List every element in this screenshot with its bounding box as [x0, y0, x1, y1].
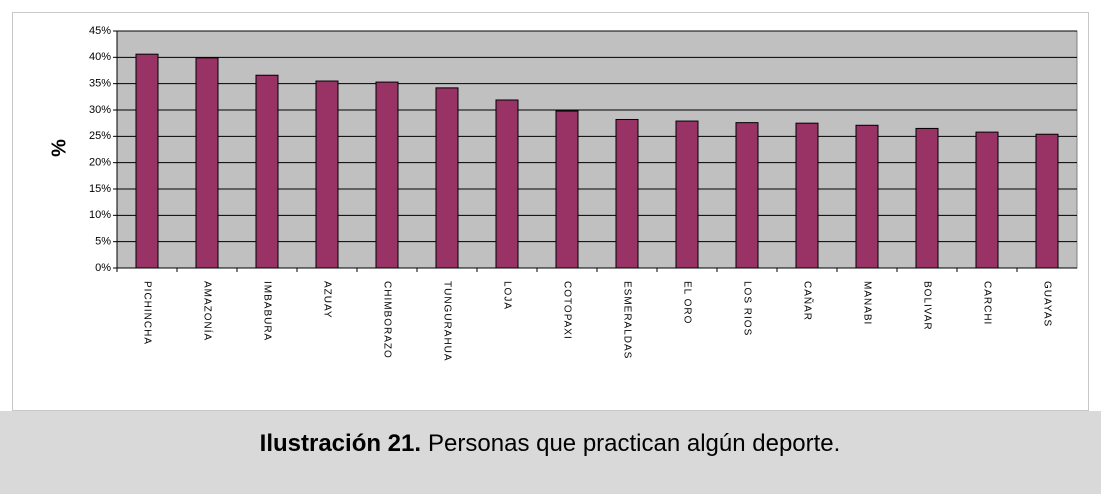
bar — [135, 53, 159, 269]
x-tick-label: COTOPAXI — [561, 281, 572, 340]
x-tick-label: ESMERALDAS — [621, 281, 632, 359]
bars — [135, 53, 1059, 269]
bar — [855, 124, 879, 269]
x-tick-label: EL ORO — [681, 281, 692, 324]
x-tick-label: GUAYAS — [1041, 281, 1052, 327]
bar — [555, 110, 579, 269]
labels: 0% 5% 10% 15% 20% 25% 30% 35% 40% 45% PICHINCHA AMA… — [89, 25, 1052, 362]
x-tick-label: PICHINCHA — [141, 281, 152, 345]
y-tick-label: 0% — [95, 262, 111, 274]
y-tick-label: 35% — [89, 78, 111, 90]
y-tick-label: 10% — [89, 209, 111, 221]
bar — [795, 122, 819, 269]
bar — [435, 87, 459, 269]
y-tick-label: 40% — [89, 51, 111, 63]
caption-label: Ilustración 21. — [260, 430, 421, 457]
x-tick-label: IMBABURA — [261, 281, 272, 341]
caption-box — [0, 411, 1101, 494]
bar — [315, 80, 339, 269]
x-tick-label: MANABI — [861, 281, 872, 325]
x-tick-label: CARCHI — [981, 281, 992, 325]
bar — [495, 99, 519, 269]
x-tick-label: AZUAY — [321, 281, 332, 319]
bar — [975, 131, 999, 269]
bar — [1035, 133, 1059, 269]
y-axis-title: % — [48, 139, 70, 157]
bar — [735, 122, 759, 269]
y-tick-label: 5% — [95, 236, 111, 248]
x-tick-label: CAÑAR — [801, 281, 814, 321]
x-tick-label: BOLIVAR — [921, 281, 932, 331]
y-tick-label: 15% — [89, 183, 111, 195]
x-tick-label: CHIMBORAZO — [381, 281, 392, 359]
caption-text: Personas que practican algún deporte. — [428, 430, 840, 457]
x-tick-label: AMAZONÍA — [201, 281, 214, 341]
y-tick-label: 30% — [89, 104, 111, 116]
bar — [915, 127, 939, 269]
bar — [195, 57, 219, 269]
y-tick-label: 45% — [89, 25, 111, 37]
y-tick-label: 25% — [89, 130, 111, 142]
x-tick-label: TUNGURAHUA — [441, 281, 452, 362]
x-tick-label: LOJA — [501, 281, 512, 310]
bar — [375, 81, 399, 269]
bar — [255, 74, 279, 269]
y-tick-label: 20% — [89, 157, 111, 169]
caption: Ilustración 21. Personas que practican al… — [260, 430, 841, 457]
x-tick-label: LOS RIOS — [741, 281, 752, 336]
bar — [615, 118, 639, 269]
bar — [675, 120, 699, 269]
